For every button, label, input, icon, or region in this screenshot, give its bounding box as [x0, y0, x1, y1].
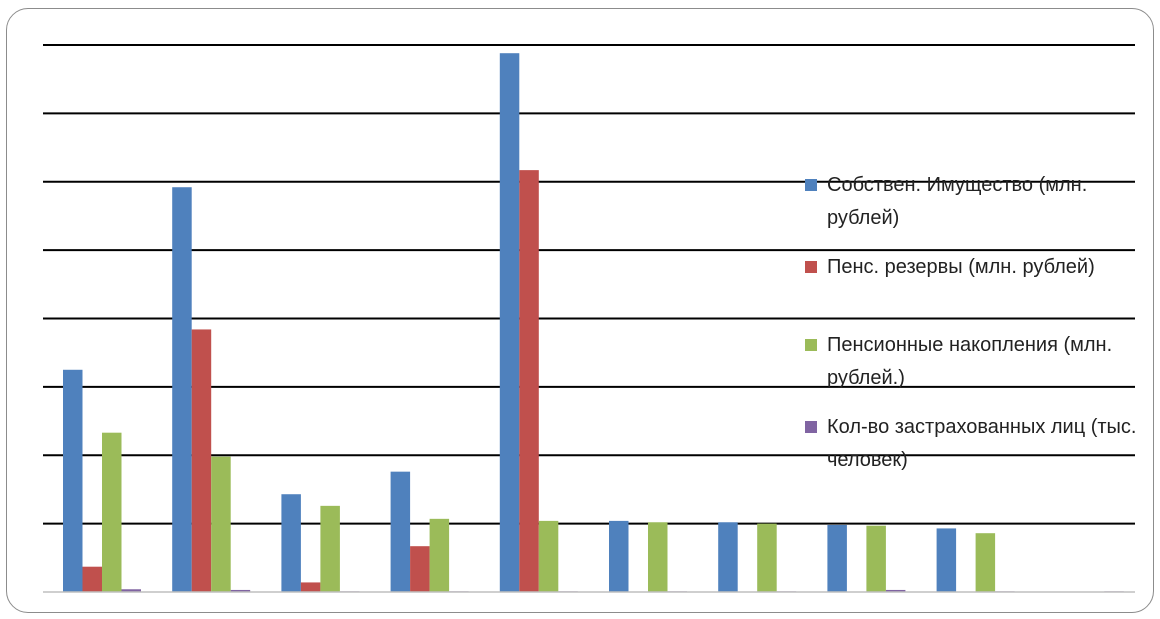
legend-swatch-blue [805, 179, 817, 191]
bar-series3-cat8 [866, 525, 886, 592]
bar-series3-cat4 [429, 518, 450, 592]
bars [63, 53, 1124, 592]
bar-series3-cat9 [975, 533, 996, 592]
bar-series1-cat1 [63, 369, 83, 592]
bar-series4-cat8 [885, 589, 906, 592]
bar-series1-cat3 [281, 494, 301, 592]
bar-series1-cat5 [499, 53, 520, 592]
legend-swatch-purple [805, 421, 817, 433]
bar-series3-cat1 [102, 432, 122, 592]
legend-label: Пенс. резервы (млн. рублей) [827, 256, 1095, 278]
bar-series1-cat9 [936, 528, 957, 592]
bar-series3-cat5 [538, 520, 559, 592]
chart-frame: Собствен. Имущество (млн. рублей) Пенс. … [6, 8, 1154, 613]
bar-series3-cat3 [320, 505, 340, 592]
bar-series2-cat4 [410, 546, 430, 592]
legend-item-property: Собствен. Имущество (млн. рублей) [805, 169, 1153, 235]
legend-label: Пенсионные накопления (млн. рублей.) [827, 334, 1113, 389]
bar-series2-cat5 [519, 170, 539, 592]
bar-series2-cat1 [82, 566, 102, 592]
legend-item-reserves: Пенс. резервы (млн. рублей) [805, 251, 1095, 284]
chart-plot [43, 44, 1135, 593]
bar-series4-cat2 [230, 589, 251, 592]
bar-series1-cat4 [390, 471, 411, 592]
bar-series1-cat8 [827, 524, 847, 592]
legend-label: Собствен. Имущество (млн. рублей) [827, 174, 1088, 229]
legend-item-insured: Кол-во застрахованных лиц (тыс. человек) [805, 411, 1153, 477]
bar-series1-cat6 [609, 520, 629, 592]
gridlines [43, 44, 1135, 525]
bar-series3-cat7 [757, 523, 777, 592]
bar-series3-cat6 [648, 522, 668, 592]
legend-label: Кол-во застрахованных лиц (тыс. человек) [827, 416, 1137, 471]
legend-item-savings: Пенсионные накопления (млн. рублей.) [805, 329, 1153, 395]
bar-series1-cat7 [718, 522, 738, 592]
legend-swatch-green [805, 339, 817, 351]
bar-series4-cat1 [121, 589, 141, 592]
bar-series1-cat2 [172, 187, 192, 592]
legend-swatch-red [805, 261, 817, 273]
bar-series2-cat2 [191, 329, 212, 592]
bar-series3-cat2 [211, 456, 231, 592]
bar-series2-cat3 [300, 582, 321, 592]
